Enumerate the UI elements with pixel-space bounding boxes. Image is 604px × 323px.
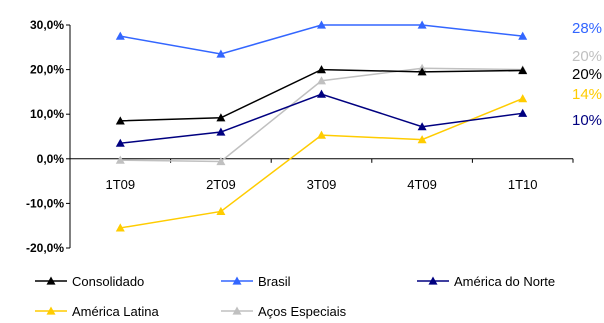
- legend-item: América do Norte: [417, 274, 555, 289]
- series-line: [120, 97, 523, 229]
- data-point: [518, 31, 528, 40]
- series-a-os-especiais: [115, 63, 528, 166]
- y-tick-label: -10,0%: [26, 196, 64, 210]
- data-point: [317, 65, 326, 74]
- legend-item: América Latina: [35, 304, 159, 319]
- data-point: [216, 127, 226, 136]
- end-label: 20%: [572, 48, 602, 65]
- y-tick-label: 10,0%: [30, 107, 64, 121]
- data-point: [216, 113, 226, 122]
- end-label: 20%: [572, 66, 602, 83]
- end-label: 14%: [572, 86, 602, 103]
- legend-marker: [232, 276, 242, 285]
- data-point: [518, 65, 528, 75]
- data-point: [216, 49, 226, 58]
- data-point: [115, 116, 125, 125]
- end-label: 28%: [572, 20, 602, 37]
- legend-item: Consolidado: [35, 274, 144, 289]
- x-tick-label: 3T09: [307, 177, 337, 192]
- legend: Consolidado Brasil América do Norte América…: [35, 274, 555, 319]
- data-point: [317, 76, 326, 85]
- data-point: [115, 31, 125, 40]
- legend-item: Brasil: [221, 274, 291, 289]
- series-brasil: [115, 20, 528, 58]
- data-point: [417, 20, 427, 29]
- data-point: [216, 156, 226, 166]
- series-am-rica-do-norte: [115, 89, 528, 147]
- series-lines: [115, 20, 528, 232]
- data-point: [317, 20, 326, 29]
- legend-label: América do Norte: [454, 274, 555, 289]
- data-point: [115, 155, 125, 164]
- legend-marker: [46, 276, 56, 285]
- x-tick-label: 4T09: [407, 177, 437, 192]
- legend-marker: [428, 276, 438, 285]
- data-point: [417, 67, 427, 76]
- legend-label: Aços Especiais: [258, 304, 347, 319]
- series-line: [120, 24, 523, 55]
- legend-marker: [232, 306, 242, 315]
- legend-label: Consolidado: [72, 274, 144, 289]
- y-tick-label: 20,0%: [30, 63, 64, 77]
- data-point: [417, 135, 427, 144]
- y-tick-label: 0,0%: [37, 152, 65, 166]
- end-labels: 28% 20%20% 14% 10%: [572, 20, 602, 129]
- end-label: 10%: [572, 112, 602, 129]
- data-point: [417, 122, 427, 131]
- x-tick-label: 2T09: [206, 177, 236, 192]
- series-consolidado: [115, 65, 528, 125]
- legend-label: América Latina: [72, 304, 159, 319]
- data-point: [115, 138, 125, 147]
- data-point: [216, 206, 226, 216]
- y-tick-label: -20,0%: [26, 241, 64, 255]
- x-tick-label: 1T10: [508, 177, 538, 192]
- legend-marker: [46, 306, 56, 315]
- data-point: [317, 89, 326, 98]
- data-point: [115, 223, 125, 232]
- legend-item: Aços Especiais: [221, 304, 347, 319]
- data-point: [518, 108, 528, 117]
- data-point: [317, 130, 326, 139]
- x-axis: 1T09 2T09 3T09 4T09 1T10: [69, 158, 574, 192]
- series-am-rica-latina: [115, 94, 528, 232]
- x-tick-label: 1T09: [105, 177, 135, 192]
- y-tick-label: 30,0%: [30, 18, 64, 32]
- legend-label: Brasil: [258, 274, 291, 289]
- data-point: [518, 94, 528, 103]
- y-axis: 30,0% 20,0% 10,0% 0,0% -10,0% -20,0%: [26, 18, 71, 255]
